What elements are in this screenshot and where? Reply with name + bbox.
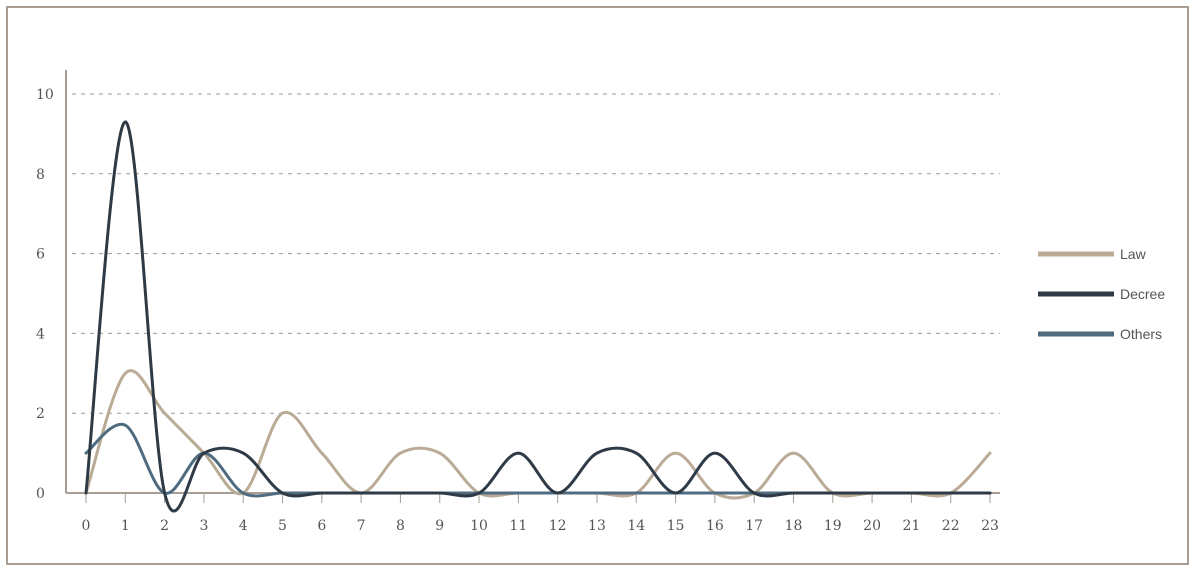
y-tick-label: 0 (36, 486, 45, 502)
y-tick-label: 4 (36, 326, 45, 342)
legend-label-decree: Decree (1120, 286, 1165, 302)
y-tick-label: 6 (36, 247, 45, 263)
legend-label-others: Others (1120, 326, 1162, 342)
x-tick-label: 1 (121, 518, 130, 534)
x-tick-label: 0 (82, 518, 91, 534)
x-tick-label: 2 (160, 518, 169, 534)
x-tick-label: 19 (824, 518, 842, 534)
x-tick-label: 17 (745, 518, 763, 534)
x-tick-label: 23 (981, 518, 999, 534)
x-tick-label: 9 (435, 518, 444, 534)
x-tick-label: 16 (706, 518, 724, 534)
y-tick-label: 8 (36, 167, 45, 183)
chart-frame (6, 6, 1189, 565)
series-line-others (84, 422, 992, 498)
x-tick-label: 20 (863, 518, 881, 534)
x-tick-label: 8 (396, 518, 405, 534)
x-tick-label: 3 (199, 518, 208, 534)
x-tick-label: 11 (509, 518, 527, 534)
x-tick-label: 6 (317, 518, 326, 534)
x-tick-label: 10 (470, 518, 488, 534)
x-tick-label: 22 (942, 518, 960, 534)
y-tick-label: 2 (36, 406, 45, 422)
series-line-decree (84, 120, 992, 513)
x-tick-label: 13 (588, 518, 606, 534)
legend-label-law: Law (1120, 246, 1147, 262)
x-tick-label: 7 (357, 518, 366, 534)
x-tick-label: 5 (278, 518, 287, 534)
x-tick-label: 18 (785, 518, 803, 534)
x-tick-label: 15 (667, 518, 685, 534)
series-line-law (84, 369, 992, 500)
y-tick-label: 10 (36, 87, 54, 103)
x-tick-label: 12 (549, 518, 567, 534)
x-tick-label: 21 (902, 518, 920, 534)
x-tick-label: 4 (239, 518, 248, 534)
x-tick-label: 14 (627, 518, 645, 534)
